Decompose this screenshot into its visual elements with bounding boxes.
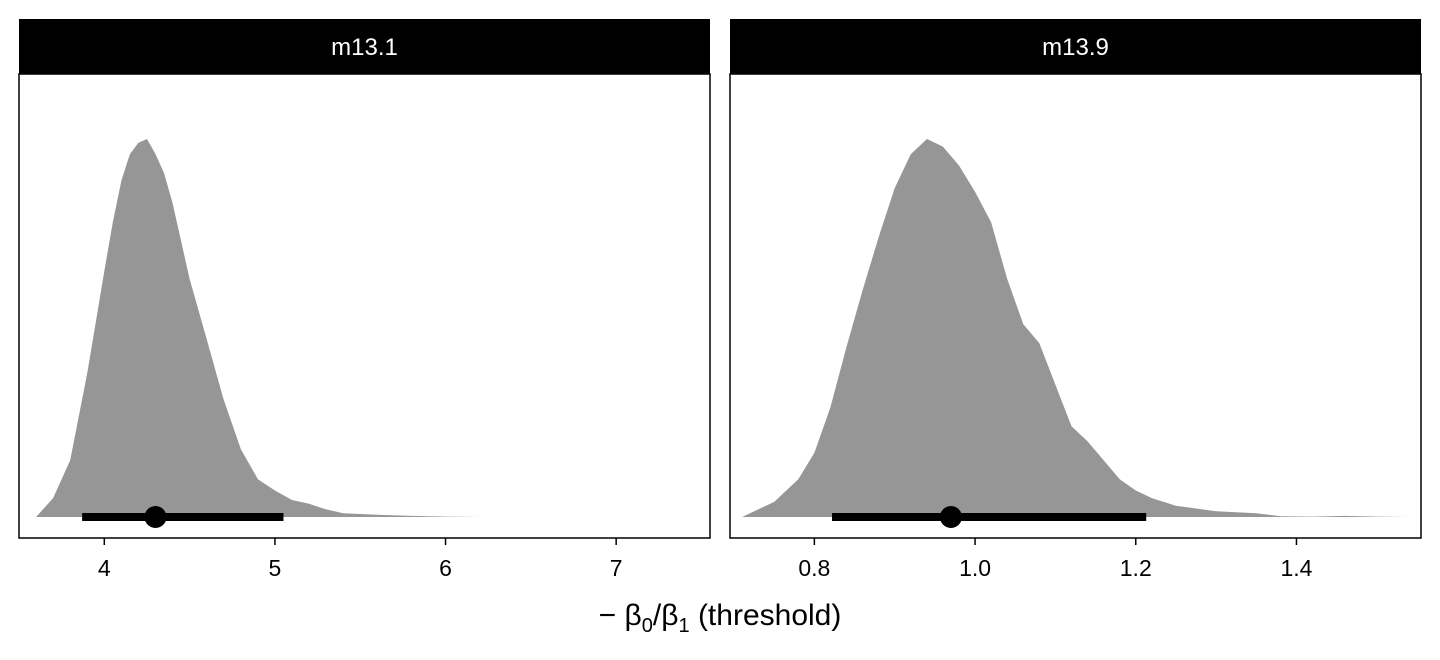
density-area-m13-1 [36,139,685,517]
panel-border-m13-9 [729,73,1422,539]
x-axis-m13-9: 0.8 1.0 1.2 1.4 [798,538,1313,581]
panel-m13-1: m13.1 4 5 6 7 [18,19,711,581]
panel-strip-m13-1 [19,19,710,74]
point-estimate-m13-1 [144,506,167,528]
x-tick-label: 1.4 [1280,555,1312,581]
x-axis-title-suffix: (threshold) [690,599,842,632]
plot-area-m13-9 [742,139,1409,528]
plot-area-m13-1 [36,139,685,528]
x-axis-m13-1: 4 5 6 7 [98,538,623,581]
x-axis-title: − β0/β1 (threshold) [599,599,842,637]
density-area-m13-9 [742,139,1409,517]
panel-strip-m13-9 [730,19,1421,74]
x-axis-title-slash: /β [653,599,679,632]
x-tick-label: 7 [610,555,623,581]
x-axis-title-sub0: 0 [642,615,653,637]
panel-border-m13-1 [18,73,711,539]
panel-title-m13-1: m13.1 [331,34,398,61]
x-tick-label: 5 [269,555,282,581]
x-axis-title-sub1: 1 [678,615,689,637]
x-tick-label: 1.0 [959,555,991,581]
x-axis-title-prefix: − β [599,599,642,632]
x-tick-label: 4 [98,555,111,581]
x-tick-label: 1.2 [1120,555,1152,581]
x-tick-label: 6 [439,555,452,581]
panel-m13-9: m13.9 0.8 1.0 1.2 1.4 [729,19,1422,581]
x-tick-label: 0.8 [798,555,830,581]
panel-title-m13-9: m13.9 [1042,34,1109,61]
point-estimate-m13-9 [939,506,962,528]
